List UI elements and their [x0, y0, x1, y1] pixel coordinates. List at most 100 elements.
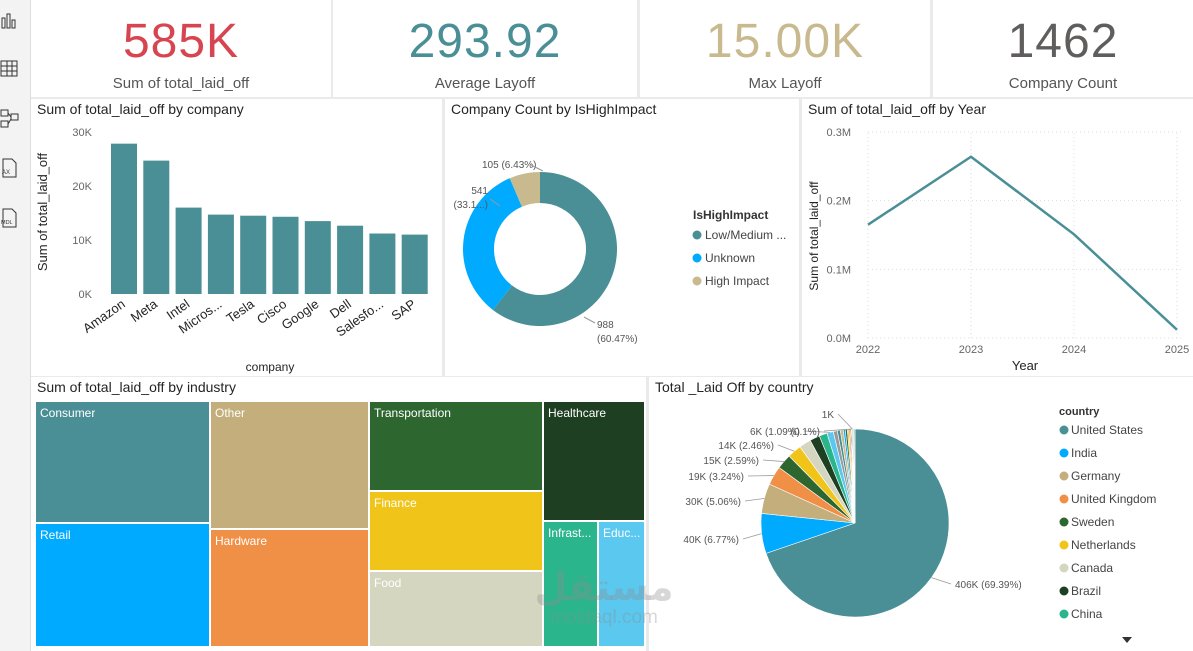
leader-line	[777, 444, 795, 452]
legend-label: Sweden	[1071, 515, 1114, 529]
bar	[207, 214, 234, 294]
leader-line	[742, 533, 762, 540]
legend-marker	[1059, 494, 1069, 504]
data-label: 14K (2.46%)	[718, 441, 774, 452]
legend-marker	[1059, 471, 1069, 481]
bar	[369, 233, 396, 294]
industry-treemap-panel: Sum of total_laid_off by industry Consum…	[31, 377, 646, 651]
y-tick-label: 10K	[72, 235, 92, 247]
x-tick-label: 2023	[959, 344, 983, 356]
leader-line	[803, 430, 831, 433]
data-label: 30K (5.06%)	[685, 497, 741, 508]
treemap-tile: Hardware	[210, 529, 369, 647]
treemap-label: Hardware	[215, 534, 268, 548]
y-tick-label: 30K	[72, 127, 92, 139]
donut-slice	[492, 172, 617, 326]
x-tick-label: SAP	[389, 296, 419, 323]
leader-line	[744, 498, 765, 502]
x-tick-label: 2024	[1062, 344, 1086, 356]
data-label: 1K	[822, 410, 835, 421]
donut-slice	[509, 172, 540, 207]
treemap-tile: Educ...	[598, 521, 645, 647]
country-pie-title: Total _Laid Off by country	[655, 379, 814, 395]
leader-line	[823, 428, 852, 432]
year-line-chart: 0.0M 0.1M 0.2M 0.3M 2022 2023 2024 2025 Year Sum …	[807, 127, 1189, 373]
pie-slice	[853, 428, 856, 524]
data-label: (0.1%)	[791, 427, 820, 438]
legend-marker	[1059, 586, 1069, 596]
kpi-label: Average Layoff	[434, 75, 536, 92]
legend-marker	[1059, 540, 1069, 550]
treemap-tile: Consumer	[35, 401, 210, 523]
data-label: 406K (69.39%)	[955, 580, 1022, 591]
dax-query-icon[interactable]: AX	[0, 157, 20, 179]
kpi-value: 15.00K	[705, 15, 865, 68]
year-line-title: Sum of total_laid_off by Year	[808, 101, 986, 117]
leader-line	[489, 198, 501, 207]
data-label: 6K (1.09%)	[750, 427, 800, 438]
treemap-tile: Infrast...	[543, 521, 598, 647]
y-tick-label: 20K	[72, 181, 92, 193]
legend-marker	[1059, 563, 1069, 573]
industry-treemap-title: Sum of total_laid_off by industry	[37, 379, 236, 395]
data-label-pct: (33.1...)	[454, 200, 488, 211]
leader-line	[583, 316, 596, 324]
kpi-value: 1462	[1007, 15, 1119, 68]
y-tick-label: 0.3M	[827, 127, 851, 139]
industry-treemap: Consumer Retail Other Hardware Transportatio…	[35, 401, 645, 647]
kpi-value: 585K	[122, 15, 240, 68]
legend-scroll-down-icon[interactable]	[1121, 635, 1133, 645]
treemap-label: Educ...	[603, 526, 641, 540]
legend-label: Low/Medium ...	[705, 228, 786, 242]
y-tick-label: 0K	[79, 289, 93, 301]
table-view-icon[interactable]	[0, 58, 20, 80]
legend-label: India	[1071, 446, 1097, 460]
donut-slice	[463, 178, 522, 310]
y-tick-label: 0.1M	[827, 264, 851, 276]
svg-text:AX: AX	[2, 170, 10, 176]
data-label: 988	[597, 320, 614, 331]
legend-marker	[1059, 609, 1069, 619]
bar	[240, 215, 267, 294]
legend-label: Brazil	[1071, 584, 1101, 598]
treemap-tile: Retail	[35, 523, 210, 647]
x-tick-label: 2025	[1165, 344, 1189, 356]
bar	[304, 221, 331, 294]
bar	[111, 143, 137, 294]
kpi-card: 15.00K Max Layoff	[640, 0, 930, 97]
kpi-label: Max Layoff	[748, 75, 822, 92]
legend-title: country	[1059, 406, 1100, 418]
treemap-label: Infrast...	[548, 526, 592, 540]
bar	[337, 225, 364, 294]
x-tick-label: Tesla	[223, 296, 257, 326]
company-bar-title: Sum of total_laid_off by company	[37, 101, 244, 117]
treemap-label: Finance	[374, 496, 417, 510]
bar	[272, 216, 299, 294]
svg-text:MDL: MDL	[1, 220, 13, 226]
legend-label: Canada	[1071, 561, 1113, 575]
y-tick-label: 0.2M	[827, 196, 851, 208]
data-label: 19K (3.24%)	[688, 472, 744, 483]
leader-line	[530, 164, 544, 172]
x-axis-label: Year	[1012, 358, 1039, 373]
treemap-tile: Healthcare	[543, 401, 645, 521]
treemap-tile: Food	[369, 571, 543, 647]
legend-label: China	[1071, 607, 1103, 621]
legend-label: Netherlands	[1071, 538, 1136, 552]
model-view-icon[interactable]	[0, 108, 20, 130]
impact-donut-title: Company Count by IsHighImpact	[451, 101, 657, 117]
tmdl-view-icon[interactable]: MDL	[0, 207, 20, 229]
legend-label: High Impact	[705, 274, 770, 288]
series-line	[867, 155, 1178, 331]
treemap-label: Transportation	[374, 406, 451, 420]
company-bar-chart: 0K 10K 20K 30K Sum of total_laid_off Amazon Me…	[35, 127, 428, 374]
leader-line	[762, 459, 784, 462]
treemap-label: Consumer	[40, 406, 96, 420]
legend-label: United Kingdom	[1071, 492, 1156, 506]
company-bar-panel: Sum of total_laid_off by company 0K 10K 20…	[31, 99, 442, 376]
legend-title: IsHighImpact	[693, 208, 768, 222]
leader-line	[837, 413, 853, 430]
x-tick-label: 2022	[856, 344, 880, 356]
report-view-icon[interactable]	[0, 10, 20, 32]
x-tick-label: Meta	[128, 296, 161, 325]
